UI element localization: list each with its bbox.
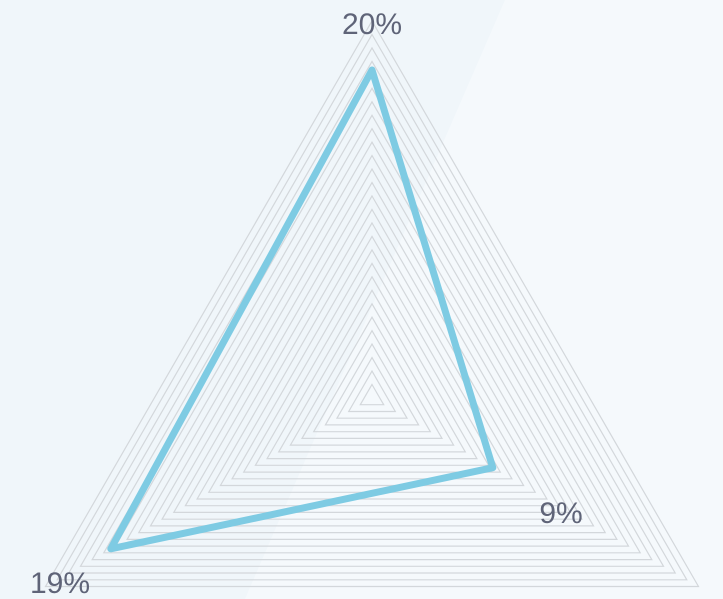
- grid-ring: [184, 181, 560, 507]
- grid-ring: [335, 356, 409, 419]
- grid-ring: [126, 114, 618, 541]
- grid-ring: [219, 221, 525, 487]
- grid-ring: [161, 154, 583, 520]
- background-band: [0, 0, 505, 599]
- grid-ring: [254, 262, 490, 466]
- grid-ring: [289, 302, 455, 446]
- grid-ring: [91, 73, 653, 561]
- grid-ring: [242, 248, 502, 473]
- grid-ring: [137, 127, 607, 534]
- grid-ring: [67, 46, 677, 574]
- axis-labels: 20% 9% 19%: [30, 8, 583, 599]
- grid-ring: [149, 140, 595, 527]
- grid-ring: [277, 289, 467, 453]
- series-polygon: [107, 66, 497, 553]
- grid-ring: [114, 100, 630, 547]
- grid-ring: [231, 235, 513, 480]
- grid-ring: [312, 329, 432, 433]
- grid-ring: [172, 167, 572, 514]
- axis-label: 19%: [30, 567, 90, 599]
- grid-ring: [324, 342, 420, 426]
- grid-ring: [347, 369, 397, 413]
- grid-ring: [300, 316, 444, 439]
- grid-ring: [56, 33, 688, 581]
- grid-ring: [359, 383, 385, 406]
- grid-ring: [266, 275, 478, 460]
- axis-label: 9%: [539, 497, 582, 530]
- grid-ring: [79, 60, 665, 567]
- axis-label: 20%: [342, 8, 402, 41]
- grid-ring: [44, 19, 700, 588]
